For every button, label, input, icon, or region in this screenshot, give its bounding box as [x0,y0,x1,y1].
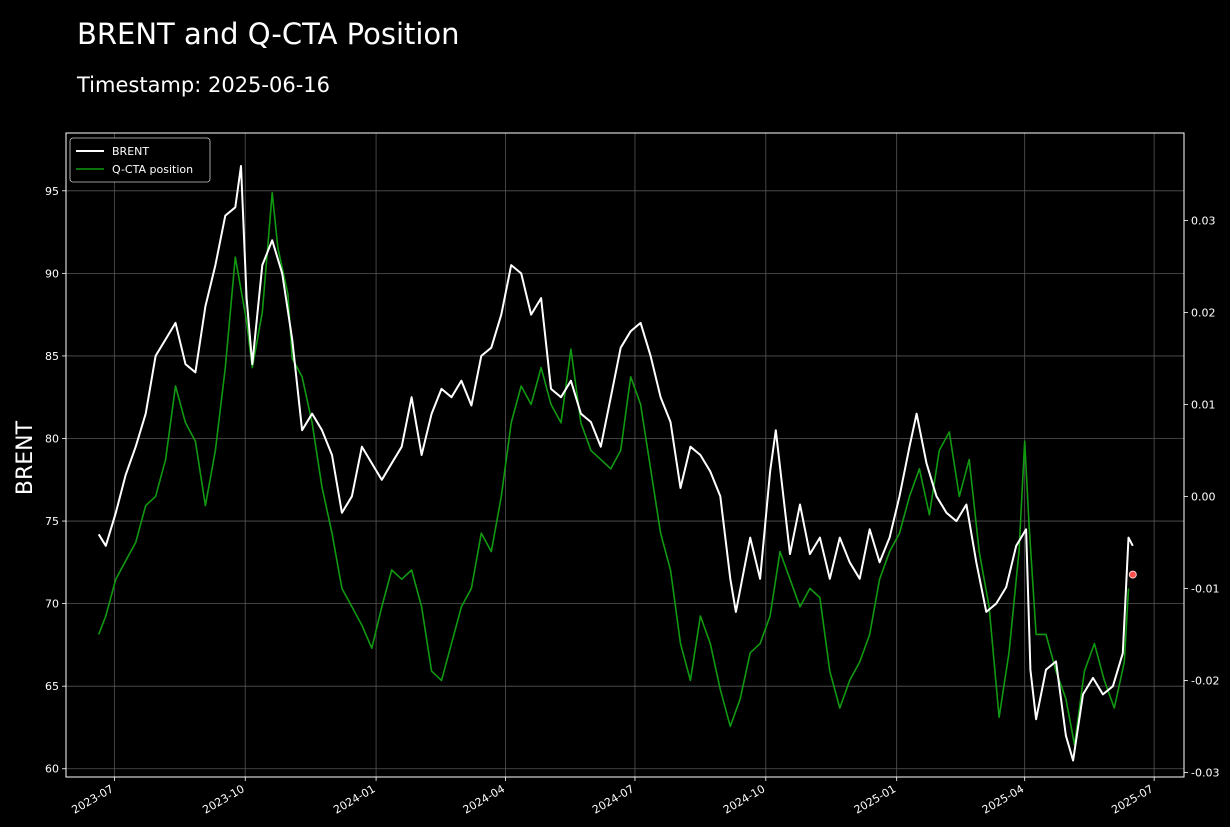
y2-tick-label: -0.02 [1191,674,1219,687]
series-layer [97,165,1137,762]
y-tick-label: 60 [45,763,59,776]
y-tick-label: 85 [45,350,59,363]
chart-title: BRENT and Q-CTA Position [77,17,460,51]
legend-box [69,137,211,183]
y-axis-label: BRENT [13,420,38,495]
y2-tick-label: 0.00 [1191,490,1216,503]
y-tick-label: 70 [45,598,59,611]
series-line-brent [97,165,1134,762]
y-tick-label: 95 [45,185,59,198]
y-tick-label: 80 [45,432,59,445]
y-tick-label: 75 [45,515,59,528]
y2-tick-label: 0.03 [1191,214,1216,227]
series-line-cta [97,192,1130,746]
y-tick-label: 90 [45,267,59,280]
y2-tick-label: -0.01 [1191,582,1219,595]
grid [66,133,1184,777]
legend: BRENT Q-CTA position [69,137,211,183]
legend-label-brent: BRENT [112,145,149,158]
chart-subtitle: Timestamp: 2025-06-16 [76,73,330,97]
legend-label-cta: Q-CTA position [112,163,193,176]
y2-tick-label: 0.01 [1191,398,1216,411]
y2-tick-label: -0.03 [1191,766,1219,779]
last-position-marker [1128,570,1137,579]
y-tick-label: 65 [45,680,59,693]
y2-tick-label: 0.02 [1191,306,1216,319]
plot-frame [65,132,1185,778]
